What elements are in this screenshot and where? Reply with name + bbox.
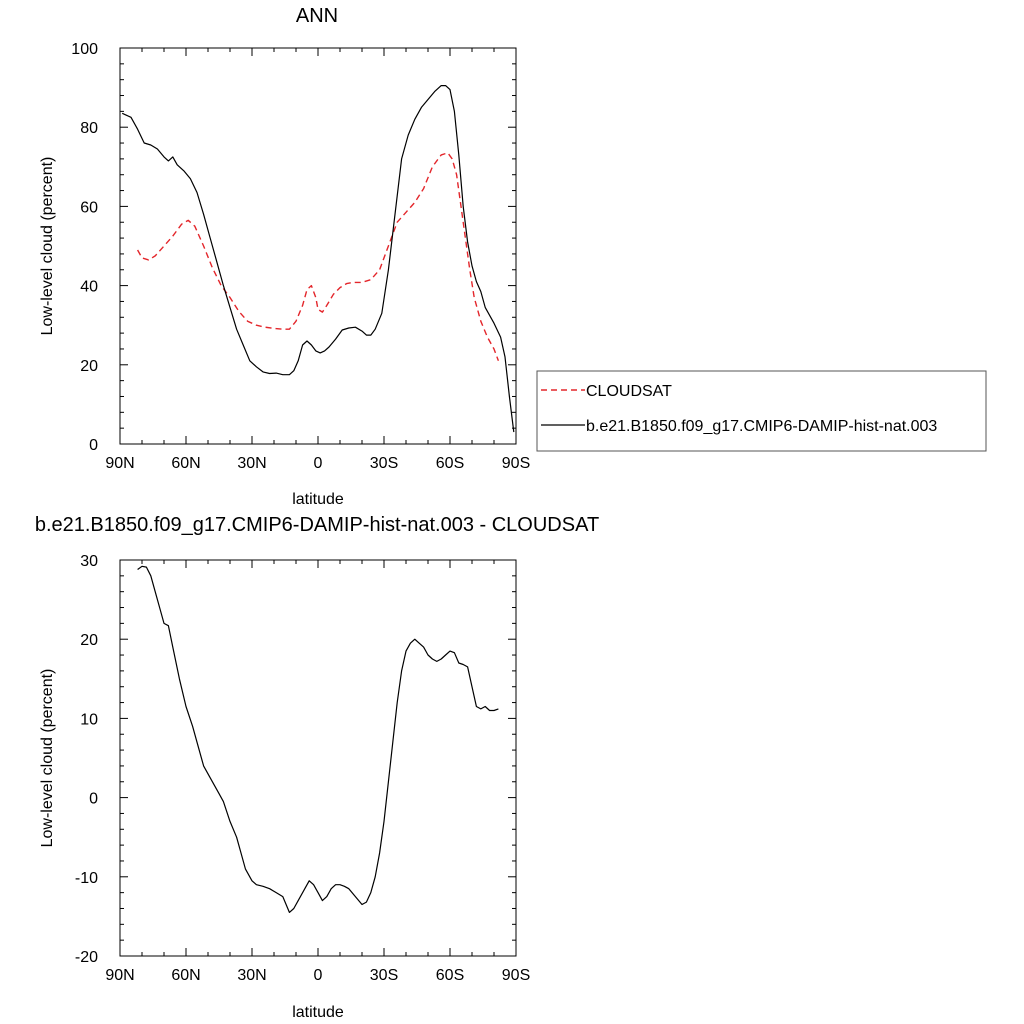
top-ticks: 90N 60N 30N 0 30S 60S 90S 0 20 40 60 80 100 [71,41,530,472]
x-tick-label: 30S [370,967,398,984]
x-tick-label: 30S [370,455,398,472]
x-tick-label: 60S [436,967,464,984]
top-series-line-1 [121,84,515,433]
top-y-axis-label: Low-level cloud (percent) [39,157,56,336]
x-tick-label: 90N [105,455,134,472]
x-tick-label: 60N [171,967,200,984]
top-plot-frame [119,47,517,445]
top-series-lines [121,84,515,433]
x-tick-label: 30N [237,967,266,984]
x-tick-label: 90S [502,967,530,984]
top-x-axis-label: latitude [292,491,344,508]
y-tick-label: 60 [80,199,98,216]
y-tick-label: 100 [71,41,98,58]
top-series-line-0 [136,152,500,362]
bottom-chart-title: b.e21.B1850.f09_g17.CMIP6-DAMIP-hist-nat… [35,514,599,536]
y-tick-label: 40 [80,279,98,296]
x-tick-label: 30N [237,455,266,472]
bottom-panel: b.e21.B1850.f09_g17.CMIP6-DAMIP-hist-nat… [35,514,599,1021]
top-panel: ANN 90N 60N 30N 0 30S 60S 90S 0 20 40 60 80 100 lati… [39,5,530,508]
legend-box [536,370,987,452]
bottom-ticks: 90N 60N 30N 0 30S 60S 90S -20 -10 0 10 20 30 [75,553,530,984]
y-tick-label: -10 [75,870,98,887]
x-tick-label: 0 [314,455,323,472]
bottom-series-line-0 [137,565,499,914]
bottom-x-axis-label: latitude [292,1004,344,1021]
x-tick-label: 60N [171,455,200,472]
legend-label-model: b.e21.B1850.f09_g17.CMIP6-DAMIP-hist-nat… [586,418,937,435]
x-tick-label: 0 [314,967,323,984]
x-tick-label: 90S [502,455,530,472]
x-tick-label: 60S [436,455,464,472]
y-tick-label: 10 [80,711,98,728]
bottom-y-axis-label: Low-level cloud (percent) [39,669,56,848]
bottom-plot-frame [119,559,517,957]
y-tick-label: 20 [80,632,98,649]
bottom-series-lines [137,565,499,914]
top-chart-title: ANN [296,5,338,27]
x-tick-label: 90N [105,967,134,984]
y-tick-label: 80 [80,120,98,137]
y-tick-label: 30 [80,553,98,570]
legend: CLOUDSAT b.e21.B1850.f09_g17.CMIP6-DAMIP… [536,370,987,452]
y-tick-label: -20 [75,949,98,966]
y-tick-label: 20 [80,358,98,375]
legend-label-cloudsat: CLOUDSAT [586,383,672,400]
y-tick-label: 0 [89,437,98,454]
y-tick-label: 0 [89,791,98,808]
